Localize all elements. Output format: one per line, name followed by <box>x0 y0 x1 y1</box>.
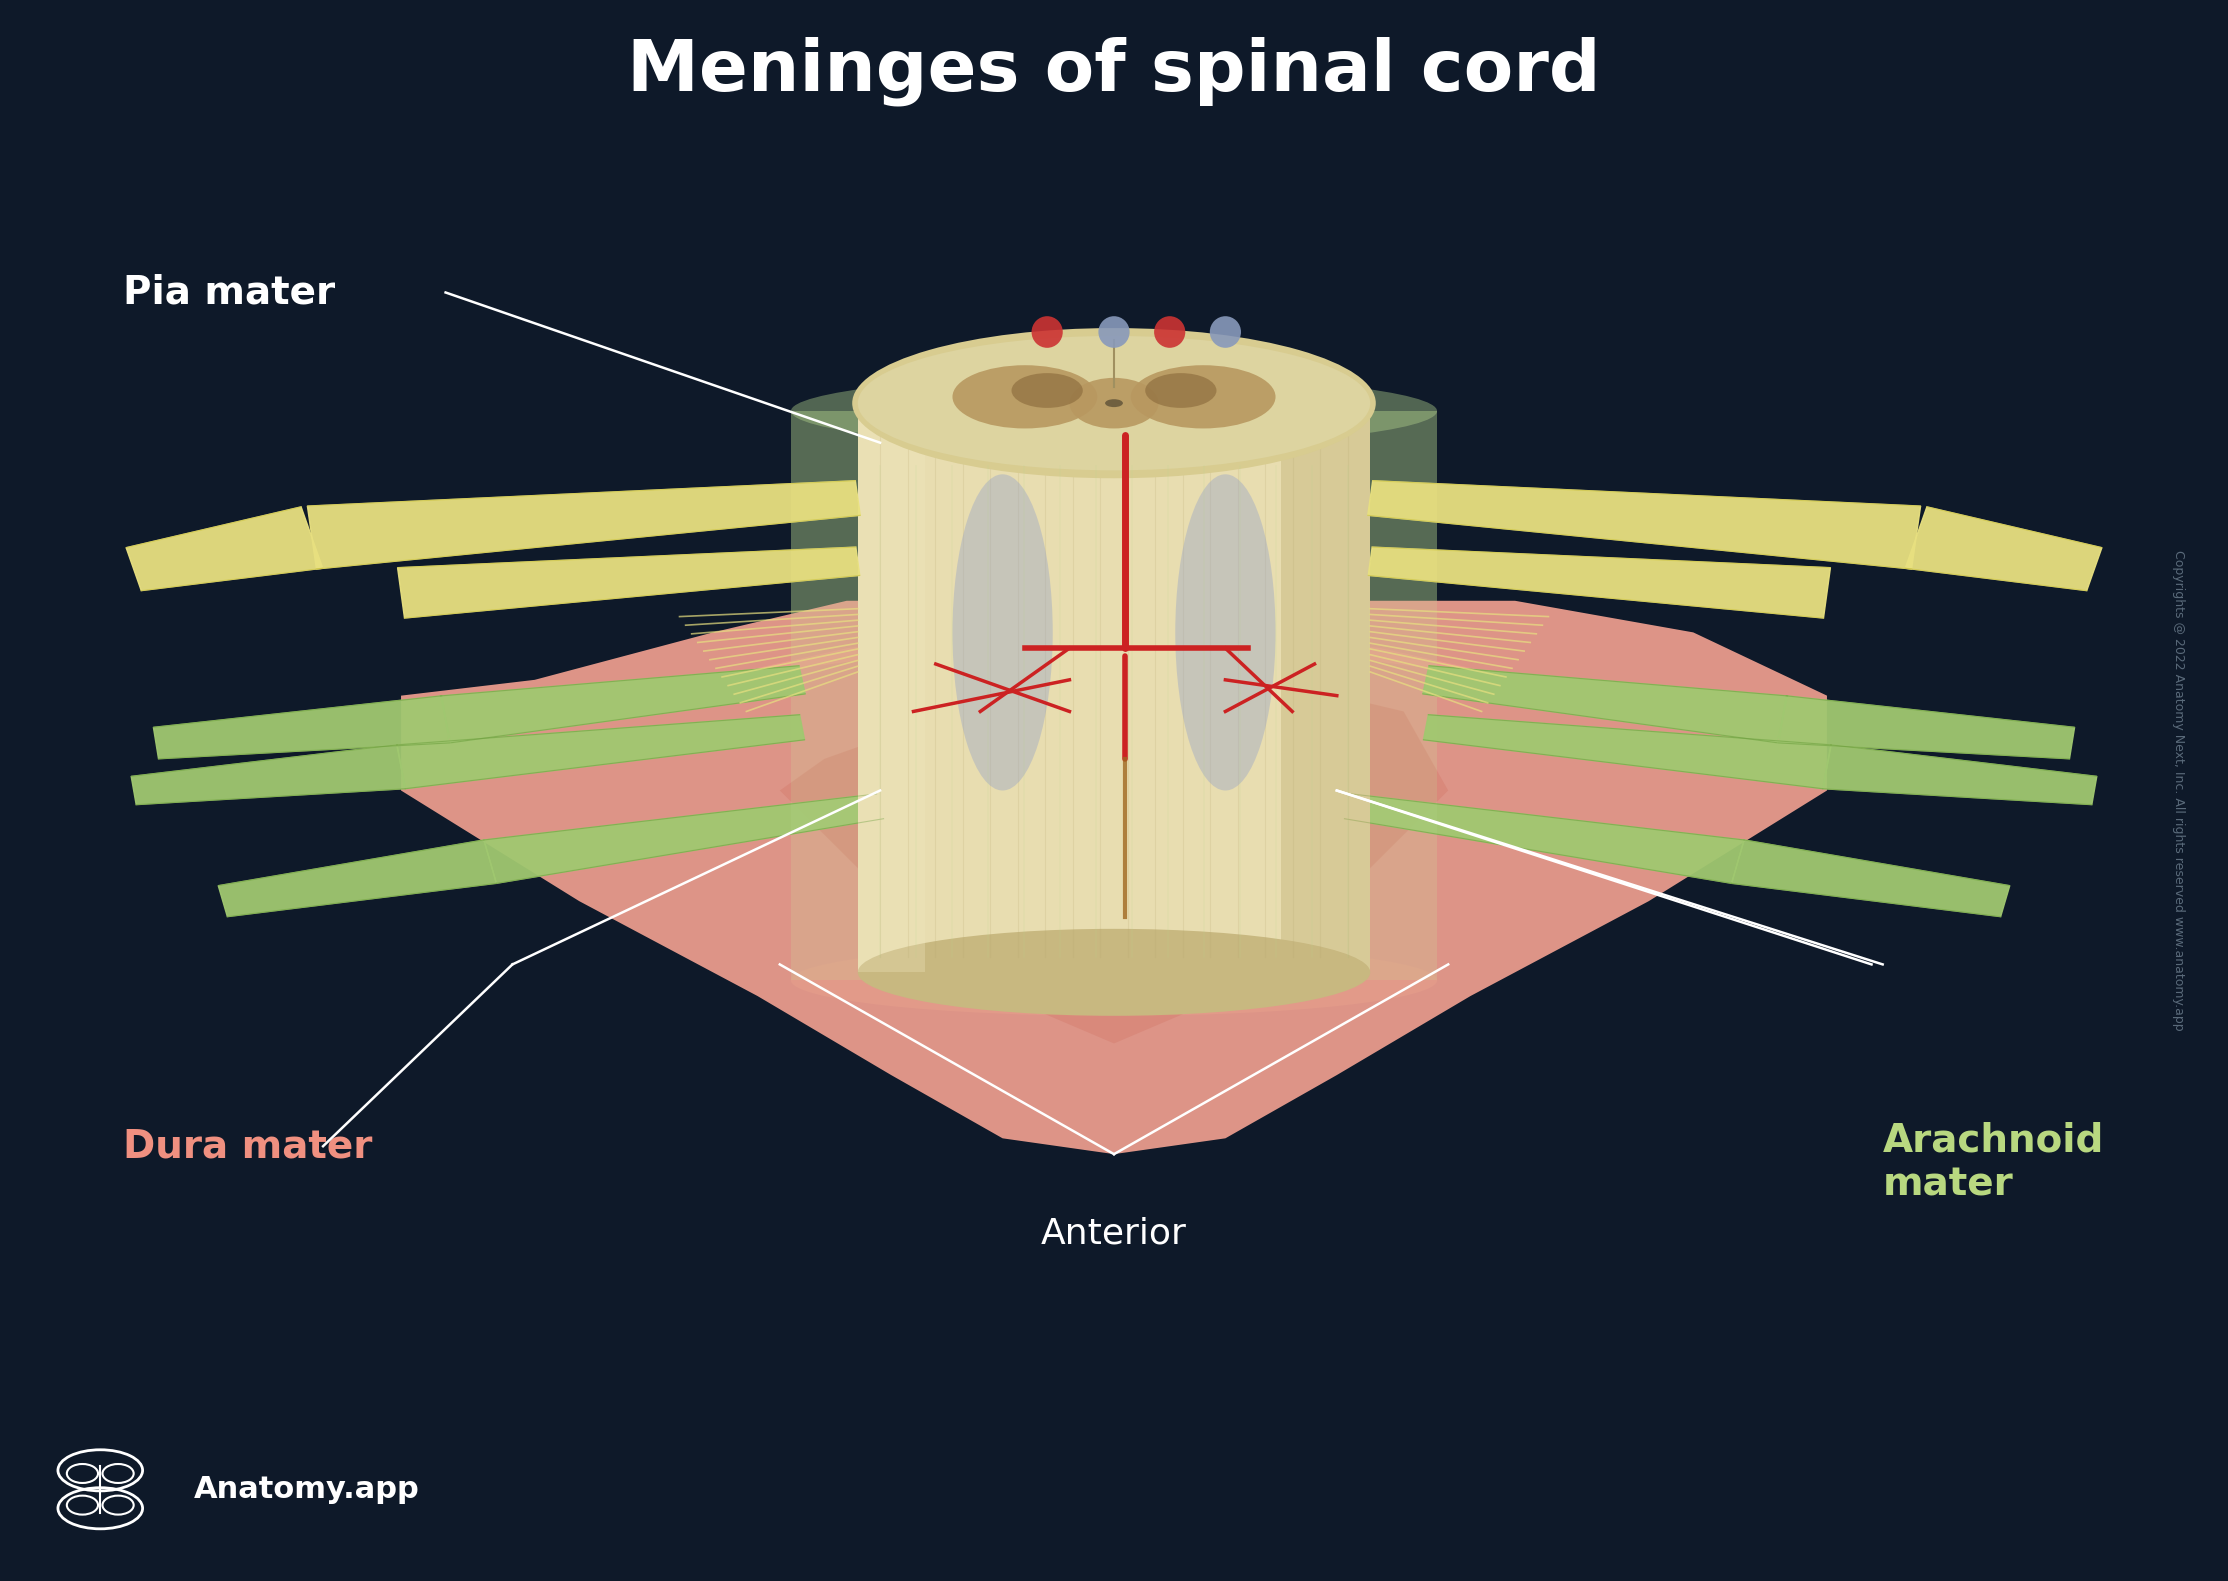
Polygon shape <box>858 403 925 972</box>
Polygon shape <box>441 666 804 743</box>
Polygon shape <box>1778 696 2074 759</box>
Polygon shape <box>1368 547 1831 618</box>
Ellipse shape <box>1012 373 1083 408</box>
Ellipse shape <box>791 945 1437 1017</box>
Text: Copyrights @ 2022 Anatomy Next, Inc. All rights reserved www.anatomy.app: Copyrights @ 2022 Anatomy Next, Inc. All… <box>2172 550 2186 1031</box>
Polygon shape <box>1343 794 1745 884</box>
Polygon shape <box>791 411 1437 980</box>
Text: Anatomy.app: Anatomy.app <box>194 1475 419 1504</box>
Text: Pia mater: Pia mater <box>123 274 334 311</box>
Polygon shape <box>397 715 804 789</box>
Polygon shape <box>1368 481 1921 569</box>
Ellipse shape <box>954 365 1098 428</box>
Polygon shape <box>1905 508 2101 591</box>
Ellipse shape <box>1132 365 1277 428</box>
Ellipse shape <box>1210 316 1241 348</box>
Ellipse shape <box>858 928 1370 1015</box>
Polygon shape <box>483 794 885 884</box>
Polygon shape <box>127 508 323 591</box>
Polygon shape <box>397 547 860 618</box>
Polygon shape <box>1823 745 2097 805</box>
Polygon shape <box>1281 403 1370 972</box>
Ellipse shape <box>858 335 1370 471</box>
Polygon shape <box>1731 840 2010 917</box>
Ellipse shape <box>1176 474 1277 790</box>
Ellipse shape <box>1154 316 1185 348</box>
Text: Anterior: Anterior <box>1040 1216 1188 1251</box>
Polygon shape <box>668 624 1560 688</box>
Ellipse shape <box>1145 373 1216 408</box>
Polygon shape <box>1424 715 1831 789</box>
Polygon shape <box>791 411 1437 980</box>
Polygon shape <box>1424 666 1787 743</box>
Polygon shape <box>780 680 1448 1043</box>
Ellipse shape <box>1098 316 1130 348</box>
Polygon shape <box>154 696 450 759</box>
Polygon shape <box>401 601 1827 1154</box>
Ellipse shape <box>791 375 1437 446</box>
Text: Dura mater: Dura mater <box>123 1127 372 1165</box>
Text: Arachnoid
mater: Arachnoid mater <box>1883 1121 2103 1203</box>
Ellipse shape <box>851 327 1377 477</box>
Polygon shape <box>307 481 860 569</box>
Polygon shape <box>131 745 405 805</box>
Polygon shape <box>218 840 497 917</box>
Ellipse shape <box>954 474 1054 790</box>
Ellipse shape <box>1069 378 1159 428</box>
Ellipse shape <box>1032 316 1063 348</box>
Text: Meninges of spinal cord: Meninges of spinal cord <box>628 36 1600 106</box>
Ellipse shape <box>1105 398 1123 408</box>
Polygon shape <box>858 403 1370 972</box>
